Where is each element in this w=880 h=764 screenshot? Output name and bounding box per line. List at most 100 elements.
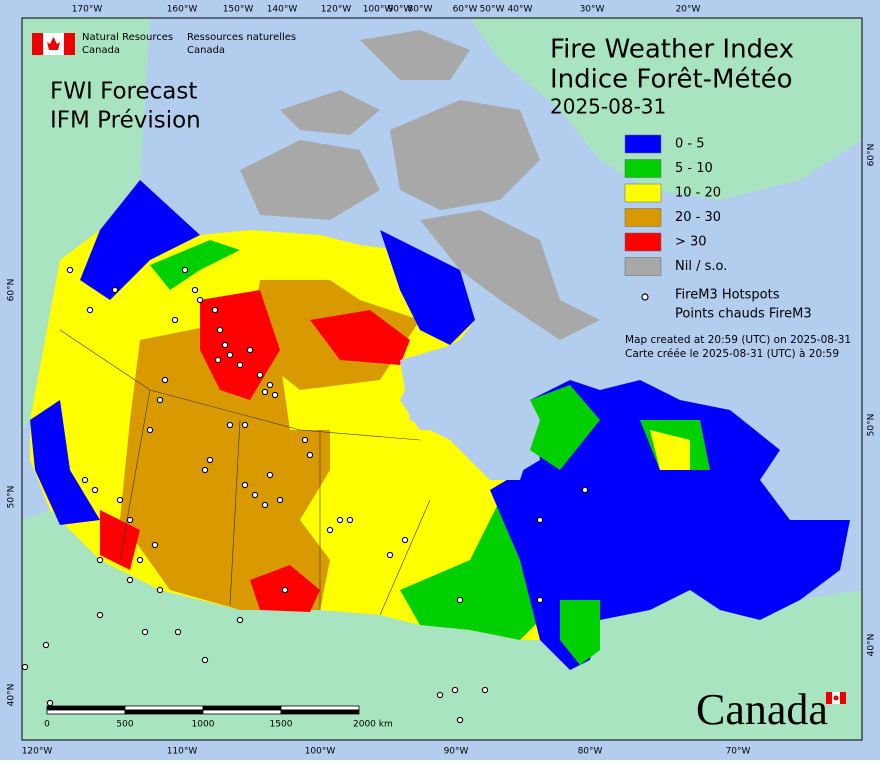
usa [22, 510, 862, 740]
hotspot [206, 456, 214, 464]
lon-label-top: 30°W [580, 5, 605, 15]
hotspot [136, 556, 144, 564]
hotspot [96, 556, 104, 564]
scale-label: 1500 [270, 720, 293, 730]
flag [32, 33, 75, 55]
fwi-red-1 [310, 310, 410, 365]
hotspot [241, 481, 249, 489]
scale-segment [124, 709, 204, 715]
hotspot [436, 691, 444, 699]
hotspot [226, 421, 234, 429]
hotspot [171, 316, 179, 324]
hudson-bay [400, 340, 540, 480]
graticule: 170°W 160°W 150°W 140°W 120°W 100°W90°W80°W 60… [7, 5, 877, 757]
lon-label-bottom: 80°W [578, 747, 603, 757]
hotspot [456, 596, 464, 604]
hotspot [236, 616, 244, 624]
product: IFM Prévision [50, 108, 201, 134]
alaska [22, 18, 150, 430]
lon-label-top: 150°W [223, 5, 254, 15]
legend-swatch [624, 257, 662, 276]
hotspot [281, 586, 289, 594]
date: 2025-08-31 [550, 95, 666, 119]
scale-label: 2000 km [353, 720, 393, 730]
hotspot [306, 451, 314, 459]
hotspot [246, 346, 254, 354]
legend-swatch [624, 208, 662, 227]
lon-label-bottom: 90°W [444, 747, 469, 757]
hotspot [301, 436, 309, 444]
hotspot [126, 576, 134, 584]
product: FWI Forecast [50, 79, 197, 105]
scale-label: 1000 [192, 720, 215, 730]
hotspot [196, 296, 204, 304]
hotspot [66, 266, 74, 274]
hotspot [141, 628, 149, 636]
hotspot [151, 541, 159, 549]
legend-swatch [624, 232, 662, 252]
lat-label-left: 40°N [7, 684, 17, 707]
legend-label: 0 - 5 [675, 137, 705, 152]
lat-label-left: 50°N [7, 486, 17, 509]
hotspot [161, 376, 169, 384]
lon-label-top: 50°W [480, 5, 505, 15]
fwi-blue-nunavut [380, 230, 475, 345]
hotspot [42, 641, 50, 649]
hotspot [226, 351, 234, 359]
legend-swatch [624, 134, 662, 154]
wordmark: Canada [696, 685, 828, 734]
hotspot [86, 306, 94, 314]
title: Fire Weather Index [550, 35, 794, 65]
lat-label-right: 40°N [867, 634, 877, 657]
scale-segment [46, 709, 126, 715]
hotspot [236, 361, 244, 369]
hotspot-label: Points chauds FireM3 [675, 307, 812, 322]
scale-label: 0 [44, 720, 50, 730]
hotspot [111, 286, 119, 294]
scale-bar: 0 500 1000 1500 2000 km [44, 705, 393, 730]
hotspot [251, 491, 259, 499]
hotspot [156, 586, 164, 594]
hotspot [201, 656, 209, 664]
boundaries [59, 329, 431, 616]
agency-en: Natural Resources [82, 32, 173, 43]
hotspot [271, 391, 279, 399]
fwi-green-e3 [560, 600, 600, 665]
fwi-green-e1 [530, 385, 600, 470]
hotspot [81, 476, 89, 484]
lon-label-bottom: 70°W [726, 747, 751, 757]
lon-label-top: 170°W [72, 5, 103, 15]
arctic-islands [240, 30, 600, 340]
hotspot-label: FireM3 Hotspots [675, 288, 780, 303]
fwi-green-n [150, 240, 240, 290]
scale-segment [202, 705, 282, 711]
scale-label: 500 [116, 720, 133, 730]
hotspot [346, 516, 354, 524]
lon-label-top: 100°W [363, 5, 394, 15]
lat-label-right: 60°N [867, 144, 877, 167]
lon-label-top: 80°W [408, 5, 433, 15]
scale-segment [202, 709, 282, 715]
legend: 0 - 5 5 - 10 10 - 20 20 - 30 > 30 Nil / s.o. [624, 134, 727, 276]
fwi-blue-coast [30, 400, 100, 525]
hotspot [451, 686, 459, 694]
hotspot [256, 371, 264, 379]
scale-segment [46, 705, 126, 711]
hotspot [266, 471, 274, 479]
hotspots [21, 266, 589, 724]
hotspot [96, 611, 104, 619]
hotspot [326, 526, 334, 534]
hotspot [201, 466, 209, 474]
wordmark-flag [826, 692, 846, 704]
hotspot [91, 486, 99, 494]
scale-segment [280, 709, 360, 715]
hotspot [581, 486, 589, 494]
fwi-orange-s [120, 320, 330, 610]
hotspot [156, 396, 164, 404]
hotspot [21, 663, 29, 671]
hotspot [46, 699, 54, 707]
fwi-blue-nw [80, 180, 200, 300]
agency-fr: Ressources naturelles [187, 32, 296, 43]
lon-label-top: 140°W [267, 5, 298, 15]
